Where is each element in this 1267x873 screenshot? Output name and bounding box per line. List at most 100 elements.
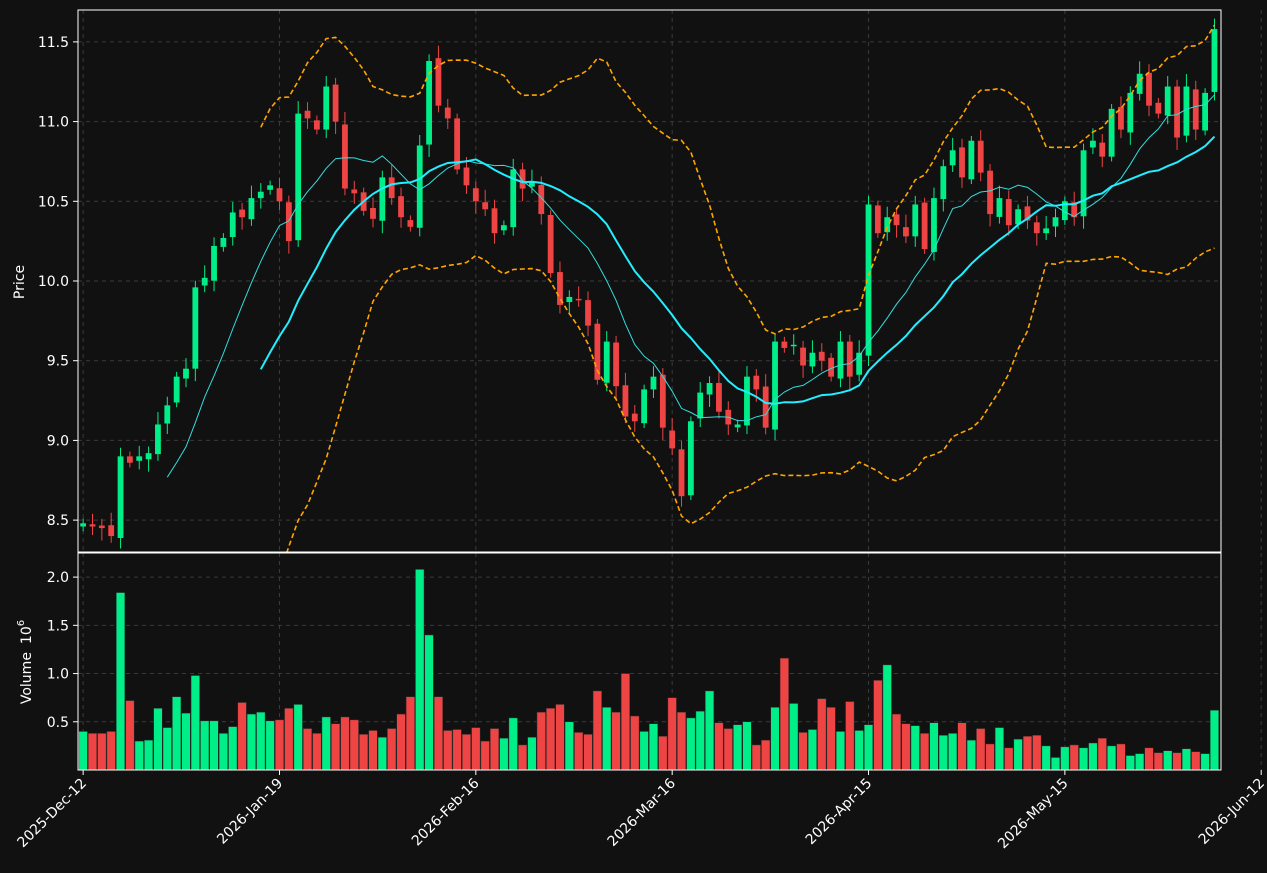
volume-bar xyxy=(976,728,986,771)
candle-body xyxy=(547,215,554,274)
volume-bar xyxy=(779,657,789,771)
candle-body xyxy=(257,191,264,199)
candle-body xyxy=(1108,108,1115,157)
volume-bar xyxy=(676,711,687,771)
candle-body xyxy=(1024,206,1031,221)
volume-bar xyxy=(863,724,874,771)
candle-body xyxy=(1174,86,1180,138)
candle-body xyxy=(370,207,376,219)
volume-bar xyxy=(172,696,182,771)
volume-bar xyxy=(1209,709,1220,771)
volume-bar xyxy=(1032,735,1042,771)
volume-bar xyxy=(265,720,275,771)
volume-bar xyxy=(1022,735,1033,771)
volume-bar xyxy=(1200,753,1210,771)
volume-axis-label-text: Volume xyxy=(19,652,35,704)
candle-body xyxy=(781,341,788,348)
volume-bar xyxy=(1153,752,1163,771)
volume-bar xyxy=(415,569,425,771)
candle-body xyxy=(669,430,676,449)
price-tick-label: 10.5 xyxy=(38,194,69,210)
volume-tick-label: 0.5 xyxy=(47,715,69,731)
candle-body xyxy=(762,386,769,428)
bollinger-lower-line xyxy=(286,247,1215,552)
candle-body xyxy=(342,124,348,189)
volume-bar xyxy=(1060,746,1070,771)
candle-body xyxy=(1136,73,1143,94)
volume-bar xyxy=(667,697,677,771)
candle-body xyxy=(800,347,806,366)
candle-body xyxy=(1090,140,1096,148)
candle-body xyxy=(510,169,517,228)
volume-bar xyxy=(620,673,630,771)
volume-bar xyxy=(443,730,453,771)
candle-body xyxy=(426,61,432,145)
candle-body xyxy=(557,272,563,305)
volume-bar xyxy=(274,719,285,771)
volume-bar xyxy=(882,664,892,771)
price-panel: 8.5 9.0 9.5 10.0 10.5 11.0 11.5 xyxy=(38,9,1262,553)
candle-body xyxy=(126,456,133,463)
volume-bar xyxy=(985,743,995,771)
volume-bar xyxy=(910,725,920,771)
volume-bar xyxy=(1050,757,1061,771)
candle-body xyxy=(1211,29,1218,92)
candle-body xyxy=(772,341,778,430)
volume-bar xyxy=(1181,748,1191,771)
volume-bar xyxy=(359,734,369,771)
candle-body xyxy=(828,357,835,377)
candle-body xyxy=(80,523,87,527)
volume-bar xyxy=(994,727,1004,771)
volume-bar xyxy=(1144,747,1154,771)
candle-body xyxy=(912,204,919,237)
volume-bar xyxy=(920,733,930,771)
volume-bar xyxy=(387,728,397,771)
candle-body xyxy=(1202,92,1209,131)
volume-bar xyxy=(901,723,911,771)
candle-body xyxy=(239,209,245,218)
candle-body xyxy=(276,188,283,202)
volume-bar xyxy=(602,707,612,771)
volume-bar xyxy=(1191,751,1201,771)
candle-body xyxy=(818,351,825,361)
price-tick-label: 9.0 xyxy=(47,433,69,449)
candle-body xyxy=(220,237,227,247)
volume-panel: 0.5 1.0 1.5 2.0 xyxy=(47,552,1262,771)
volume-bar xyxy=(1088,742,1098,771)
candle-body xyxy=(678,449,685,497)
volume-bar xyxy=(489,728,500,771)
ma-long-line xyxy=(259,135,1216,405)
candle-body xyxy=(1052,217,1059,227)
candle-body xyxy=(837,341,844,379)
volume-bar xyxy=(293,704,303,771)
ma-short-line xyxy=(166,94,1215,478)
candle-body xyxy=(650,376,657,390)
candle-body xyxy=(201,277,208,286)
candle-body xyxy=(416,145,423,228)
candle-body xyxy=(500,225,507,231)
volume-bar xyxy=(555,704,565,771)
volume-bar xyxy=(1107,745,1117,771)
candle-body xyxy=(734,424,741,428)
candle-body xyxy=(173,376,180,403)
volume-bar xyxy=(826,707,836,771)
candle-body xyxy=(1118,106,1124,130)
candle-body xyxy=(959,147,965,178)
candle-body xyxy=(1015,209,1022,225)
volume-bar xyxy=(835,731,846,771)
candle-body xyxy=(98,525,105,529)
volume-bar xyxy=(789,703,799,771)
volume-bar xyxy=(1013,738,1023,771)
candle-body xyxy=(1099,142,1106,157)
candle-body xyxy=(89,524,96,527)
volume-bar xyxy=(115,592,126,771)
volume-bar xyxy=(817,698,827,771)
price-tick-label: 8.5 xyxy=(47,513,69,529)
candle-body xyxy=(304,110,311,119)
volume-bar xyxy=(153,708,163,771)
volume-bar xyxy=(892,713,902,771)
candle-body xyxy=(753,375,760,390)
volume-bar xyxy=(125,700,135,771)
volume-bar xyxy=(695,710,705,771)
volume-bar xyxy=(246,713,256,771)
